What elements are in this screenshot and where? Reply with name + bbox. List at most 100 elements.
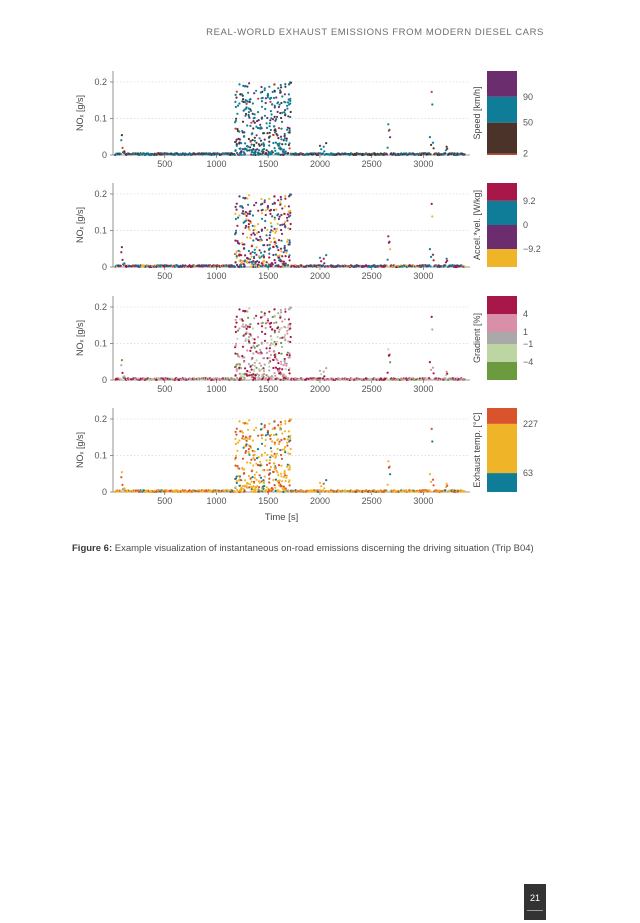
data-point bbox=[244, 211, 247, 214]
data-point bbox=[322, 152, 325, 155]
data-point bbox=[269, 325, 272, 328]
data-point bbox=[288, 243, 291, 246]
data-point bbox=[286, 104, 289, 107]
data-point bbox=[256, 488, 259, 491]
data-point bbox=[266, 92, 269, 96]
data-point bbox=[251, 139, 254, 142]
data-point bbox=[251, 476, 254, 479]
data-point bbox=[284, 143, 287, 146]
data-point bbox=[242, 488, 245, 491]
data-point bbox=[251, 261, 254, 264]
data-point bbox=[247, 340, 251, 343]
data-point bbox=[445, 370, 448, 373]
data-point bbox=[286, 101, 290, 104]
data-point bbox=[253, 248, 256, 251]
data-point bbox=[272, 366, 275, 370]
data-point bbox=[284, 264, 287, 267]
data-point bbox=[265, 374, 268, 377]
data-point bbox=[259, 91, 262, 94]
data-point bbox=[268, 85, 271, 88]
data-point bbox=[265, 463, 269, 466]
data-point bbox=[252, 239, 255, 242]
data-point bbox=[287, 93, 290, 96]
data-point bbox=[247, 219, 250, 222]
data-point bbox=[260, 341, 263, 344]
data-point bbox=[262, 487, 265, 490]
data-point bbox=[238, 242, 241, 245]
data-point bbox=[263, 201, 266, 204]
data-point bbox=[286, 329, 289, 332]
data-point bbox=[281, 336, 284, 339]
data-point bbox=[289, 439, 292, 442]
data-point bbox=[238, 478, 241, 481]
data-point bbox=[246, 369, 249, 373]
data-point bbox=[249, 349, 252, 352]
data-point bbox=[264, 332, 267, 336]
data-point bbox=[257, 119, 260, 122]
data-point bbox=[243, 373, 246, 376]
data-point bbox=[245, 331, 248, 334]
data-point bbox=[280, 363, 283, 366]
data-point bbox=[277, 152, 280, 155]
x-tick-label: 1000 bbox=[206, 159, 226, 169]
data-point bbox=[266, 341, 269, 345]
data-point bbox=[251, 102, 254, 105]
data-point bbox=[279, 378, 282, 381]
data-point bbox=[123, 150, 126, 153]
data-point bbox=[286, 240, 289, 243]
data-point bbox=[246, 310, 249, 313]
data-point bbox=[430, 427, 433, 430]
data-point bbox=[262, 480, 266, 483]
x-tick-label: 2000 bbox=[310, 271, 330, 281]
data-point bbox=[249, 477, 252, 480]
data-point bbox=[262, 479, 265, 482]
data-point bbox=[238, 195, 241, 198]
data-point bbox=[279, 308, 282, 312]
data-point bbox=[274, 152, 277, 155]
data-point bbox=[273, 104, 276, 107]
x-tick-label: 1500 bbox=[258, 384, 278, 394]
data-point bbox=[264, 322, 267, 325]
data-point bbox=[243, 445, 246, 448]
colorbar-tick-label: −4 bbox=[523, 357, 533, 367]
data-point bbox=[240, 142, 243, 145]
data-point bbox=[274, 261, 277, 264]
data-point bbox=[235, 342, 238, 345]
data-point bbox=[238, 141, 241, 144]
colorbar-band bbox=[487, 296, 517, 314]
data-point bbox=[287, 152, 290, 155]
y-tick-label: 0 bbox=[102, 375, 107, 385]
data-point bbox=[249, 365, 252, 368]
data-point bbox=[280, 311, 283, 314]
data-point bbox=[273, 241, 276, 244]
data-point bbox=[286, 126, 289, 129]
data-point bbox=[268, 350, 271, 353]
data-point bbox=[238, 484, 241, 487]
data-point bbox=[235, 363, 238, 366]
data-point bbox=[242, 100, 245, 103]
data-point bbox=[288, 372, 291, 375]
data-point bbox=[246, 461, 249, 464]
data-point bbox=[263, 424, 266, 427]
data-point bbox=[268, 237, 271, 240]
data-point bbox=[288, 468, 291, 471]
data-point bbox=[252, 143, 256, 146]
data-point bbox=[388, 353, 391, 356]
data-point bbox=[323, 150, 326, 153]
data-point bbox=[243, 243, 246, 246]
data-point bbox=[289, 102, 292, 105]
x-tick-label: 1000 bbox=[206, 384, 226, 394]
colorbar-band bbox=[487, 183, 517, 201]
data-point bbox=[282, 490, 285, 494]
data-point bbox=[387, 348, 390, 351]
data-point bbox=[247, 227, 251, 230]
data-point bbox=[431, 103, 434, 106]
data-point bbox=[252, 352, 255, 355]
data-point bbox=[264, 489, 267, 492]
data-point bbox=[256, 336, 260, 339]
data-point bbox=[264, 152, 267, 155]
data-point bbox=[123, 375, 126, 378]
data-point bbox=[284, 489, 287, 492]
data-point bbox=[251, 149, 254, 152]
data-point bbox=[248, 210, 251, 213]
